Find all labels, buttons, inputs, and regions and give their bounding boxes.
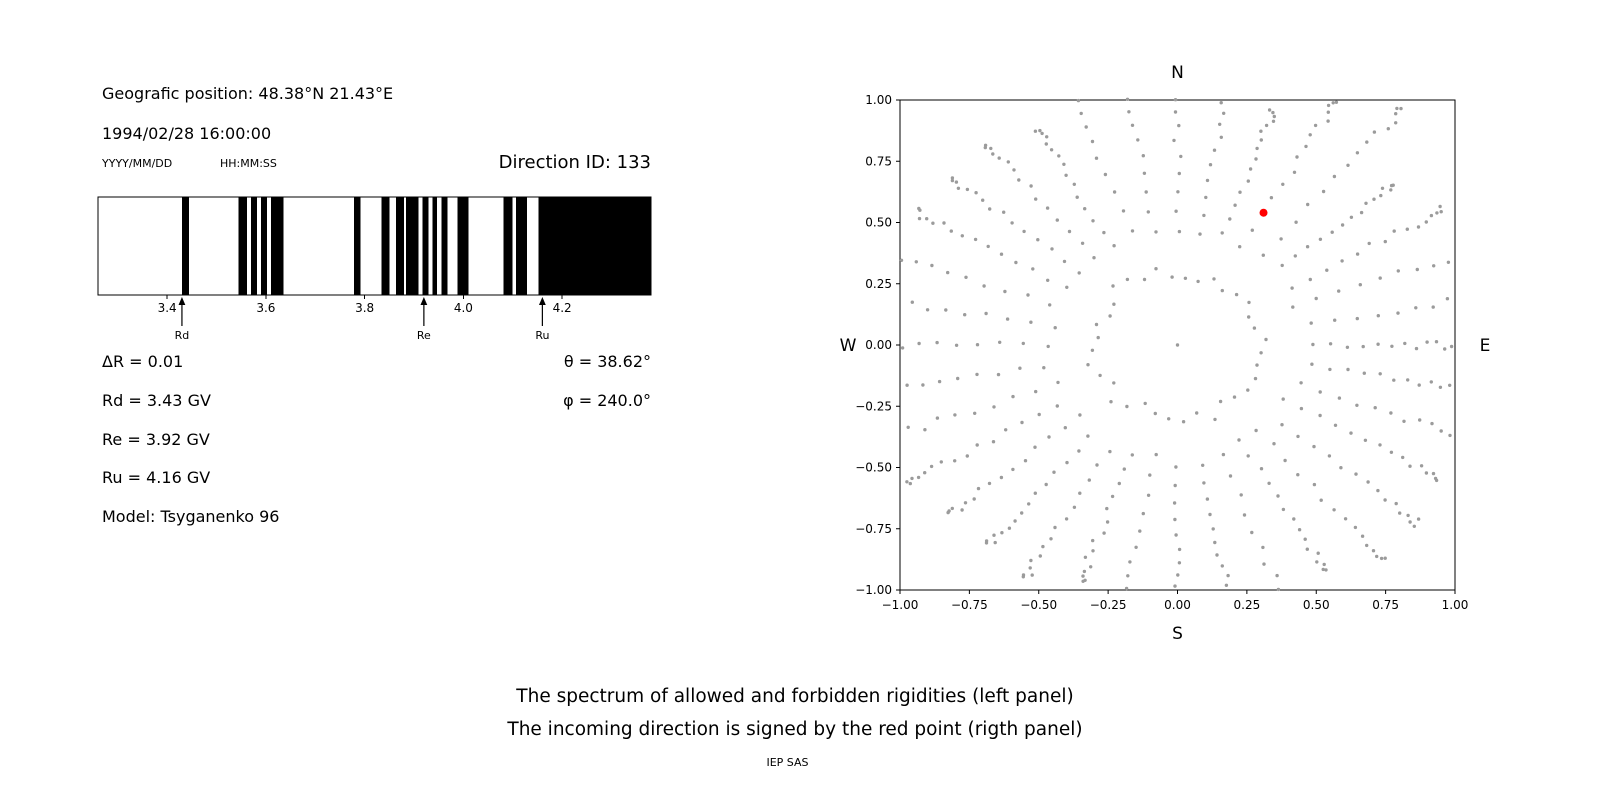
red-point <box>1259 208 1268 217</box>
datetime-text: 1994/02/28 16:00:00 <box>102 124 272 143</box>
rigidity-spectrum-plot: 3.4 3.6 3.8 4.0 4.2 <box>97 196 652 315</box>
ru-value: Ru = 4.16 GV <box>102 468 211 487</box>
direction-x-tick-label: −0.25 <box>1090 598 1127 612</box>
compass-east-label: E <box>1480 336 1491 356</box>
allowed-band <box>406 197 419 295</box>
cutoff-marker-label: Ru <box>535 329 549 342</box>
incoming-direction-plot: −1.00 −0.75 −0.50 −0.25 0.00 0.25 0.50 0.75 1.00… <box>840 63 1491 644</box>
caption-line1: The spectrum of allowed and forbidden ri… <box>516 686 1074 707</box>
allowed-band <box>396 197 405 295</box>
theta-value: θ = 38.62° <box>563 352 651 371</box>
spectrum-x-tick-label: 3.6 <box>256 301 275 315</box>
allowed-band <box>238 197 248 295</box>
direction-y-tick-label: −0.50 <box>855 461 892 475</box>
direction-y-tick-label: 0.50 <box>865 216 892 230</box>
model-name-text: Model: Tsyganenko 96 <box>102 507 280 526</box>
direction-x-tick-label: 1.00 <box>1442 598 1469 612</box>
allowed-band <box>381 197 390 295</box>
allowed-band <box>353 197 361 295</box>
direction-x-tick-label: −0.75 <box>951 598 988 612</box>
direction-x-tick-label: 0.75 <box>1372 598 1399 612</box>
direction-x-tick-label: −0.50 <box>1020 598 1057 612</box>
caption-line2: The incoming direction is signed by the … <box>507 719 1083 740</box>
cutoff-marker-label: Re <box>417 329 431 342</box>
compass-north-label: N <box>1171 63 1184 83</box>
direction-x-tick-label: −1.00 <box>882 598 919 612</box>
compass-south-label: S <box>1172 624 1183 644</box>
direction-x-tick-label: 0.50 <box>1303 598 1330 612</box>
direction-y-tick-label: −1.00 <box>855 583 892 597</box>
allowed-band <box>181 197 189 295</box>
spectrum-x-tick-label: 3.4 <box>158 301 177 315</box>
cutoff-arrow-icon <box>178 297 186 305</box>
date-format-label: YYYY/MM/DD <box>102 157 173 170</box>
allowed-band <box>503 197 513 295</box>
re-value: Re = 3.92 GV <box>102 430 210 449</box>
allowed-band <box>432 197 438 295</box>
cutoff-marker-label: Rd <box>175 329 190 342</box>
spectrum-x-tick-label: 3.8 <box>355 301 374 315</box>
delta-r-value: ΔR = 0.01 <box>102 352 184 371</box>
rd-value: Rd = 3.43 GV <box>102 391 211 410</box>
direction-y-tick-label: 0.00 <box>865 338 892 352</box>
direction-y-tick-label: 1.00 <box>865 93 892 107</box>
time-format-label: HH:MM:SS <box>220 157 277 170</box>
allowed-band <box>251 197 257 295</box>
cutoff-markers: Rd Re Ru <box>175 297 549 342</box>
allowed-band <box>441 197 448 295</box>
allowed-band <box>260 197 267 295</box>
allowed-band <box>538 197 651 295</box>
credit-text: IEP SAS <box>766 756 809 769</box>
compass-west-label: W <box>840 336 857 356</box>
cutoff-arrow-icon <box>538 297 546 305</box>
allowed-band <box>457 197 469 295</box>
direction-id-text: Direction ID: 133 <box>498 152 651 173</box>
direction-y-tick-label: 0.25 <box>865 277 892 291</box>
geographic-position-text: Geografic position: 48.38°N 21.43°E <box>102 84 394 103</box>
spectrum-x-tick-label: 4.2 <box>553 301 572 315</box>
spectrum-x-tick-label: 4.0 <box>454 301 473 315</box>
direction-x-tick-label: 0.25 <box>1234 598 1261 612</box>
allowed-band <box>270 197 284 295</box>
phi-value: φ = 240.0° <box>563 391 651 410</box>
asymptotic-direction-dots <box>899 97 1454 592</box>
direction-y-tick-label: 0.75 <box>865 154 892 168</box>
allowed-band <box>422 197 429 295</box>
direction-y-tick-label: −0.75 <box>855 522 892 536</box>
direction-y-tick-label: −0.25 <box>855 399 892 413</box>
cutoff-arrow-icon <box>420 297 428 305</box>
direction-x-tick-label: 0.00 <box>1164 598 1191 612</box>
allowed-band <box>516 197 528 295</box>
